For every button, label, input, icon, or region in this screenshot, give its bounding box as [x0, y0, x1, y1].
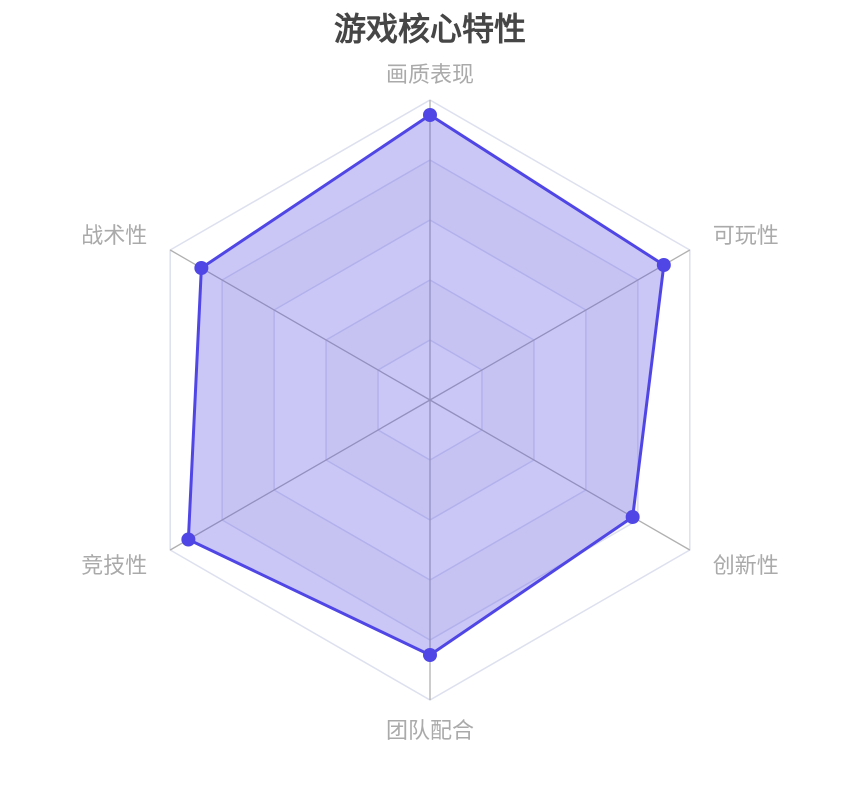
data-point [423, 108, 437, 122]
indicator-label: 战术性 [81, 224, 147, 249]
axis-line [169, 249, 431, 401]
data-point [181, 532, 196, 547]
data-point [423, 648, 437, 662]
indicator-label: 可玩性 [713, 224, 779, 249]
data-point [194, 261, 209, 275]
indicator-label: 竞技性 [81, 554, 147, 579]
chart-title: 游戏核心特性 [333, 10, 526, 48]
data-point [625, 510, 640, 524]
axis-line [429, 249, 691, 401]
indicator-label: 团队配合 [386, 719, 474, 744]
indicator-label: 画质表现 [386, 63, 474, 88]
axis-line [169, 399, 431, 551]
indicator-label: 创新性 [713, 554, 779, 579]
axis-line [429, 399, 691, 551]
data-point [656, 258, 671, 272]
